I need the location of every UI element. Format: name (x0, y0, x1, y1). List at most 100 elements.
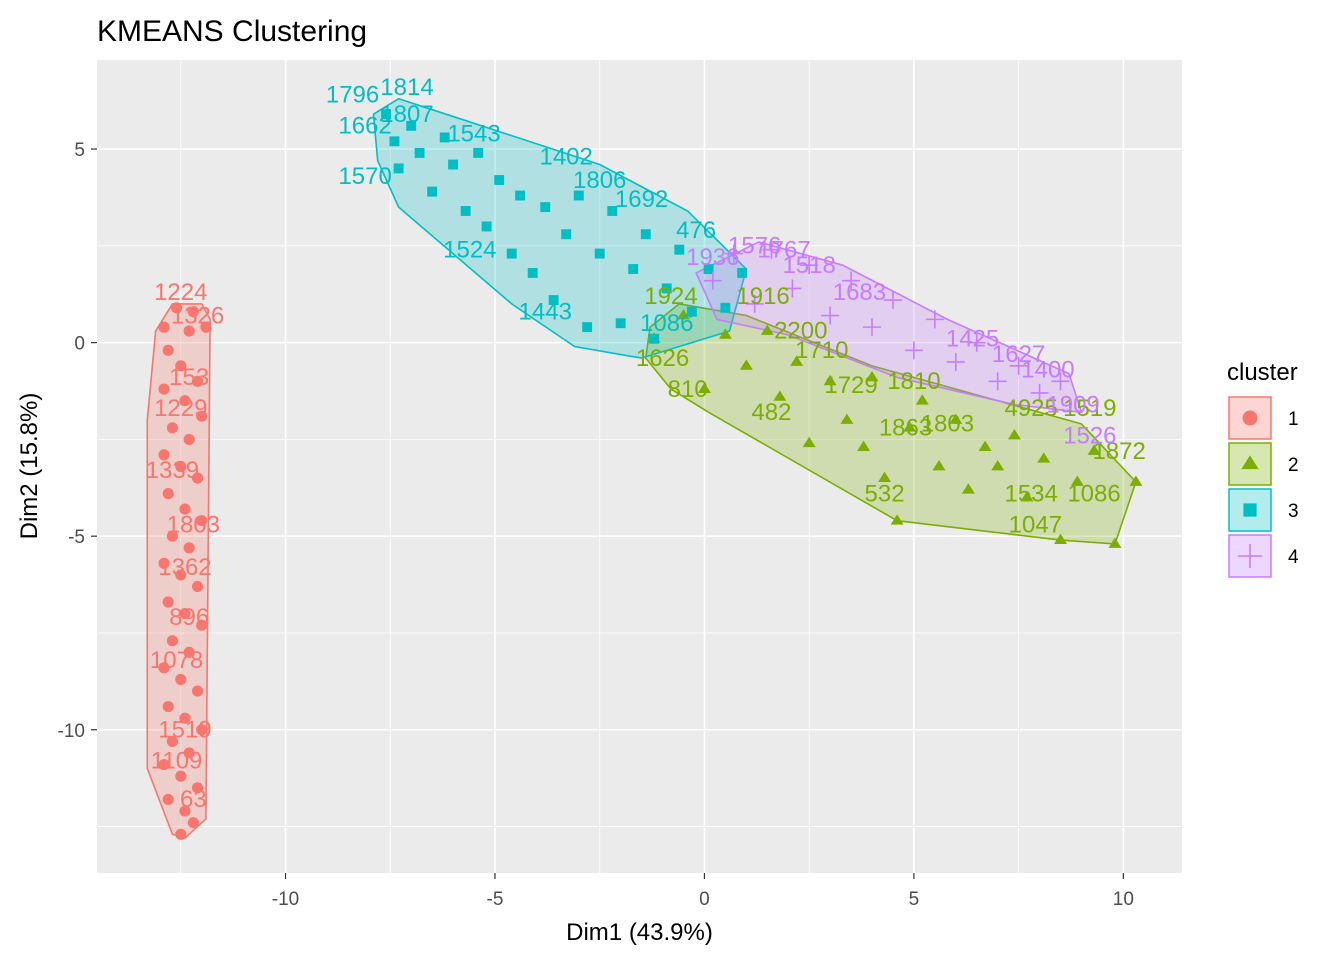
cluster-2-point-label: 1916 (736, 283, 789, 310)
cluster-3-point (582, 322, 593, 333)
cluster-1-point-label: 1109 (151, 747, 203, 774)
cluster-4-point-label: 1627 (992, 341, 1045, 368)
cluster-2-point (790, 355, 804, 366)
cluster-4-point (842, 271, 861, 290)
cluster-points (158, 109, 1143, 840)
cluster-4-point-label: 1576 (728, 233, 781, 260)
cluster-2-point (961, 483, 975, 494)
legend-title: cluster (1227, 359, 1298, 386)
cluster-1-point (158, 759, 170, 771)
cluster-1-point (196, 724, 208, 736)
cluster-1-point (191, 472, 204, 484)
cluster-4-point (1009, 356, 1028, 375)
x-tick-label: 10 (1113, 889, 1134, 910)
legend-label-2: 2 (1288, 455, 1299, 476)
cluster-3-point (737, 267, 748, 278)
cluster-4-point (800, 256, 819, 275)
y-tick-label: 0 (74, 334, 85, 355)
cluster-1-point (183, 646, 195, 658)
cluster-1-point-label: 1339 (146, 457, 199, 484)
cluster-1-point (183, 325, 195, 337)
cluster-3-point-label: 1662 (338, 113, 391, 140)
cluster-3-point-label: 1524 (443, 236, 496, 263)
cluster-3-point (393, 163, 404, 174)
cluster-1-point (158, 557, 170, 569)
cluster-3-point-label: 1570 (338, 163, 391, 190)
cluster-4-point-label: 1518 (782, 252, 835, 279)
cluster-1-point (162, 488, 174, 500)
cluster-3-point-label: 1807 (380, 101, 433, 128)
cluster-3-point (515, 190, 526, 201)
cluster-3-point (481, 221, 492, 232)
cluster-2-point-label: 1710 (795, 337, 848, 364)
cluster-1-point (179, 608, 191, 620)
cluster-4-point-label: 1767 (757, 236, 810, 263)
cluster-3-point (448, 159, 459, 170)
cluster-1-point (158, 449, 170, 461)
cluster-4-point (821, 306, 840, 325)
y-axis-title: Dim2 (15.8%) (16, 393, 43, 540)
cluster-2-point-label: 532 (865, 480, 905, 507)
cluster-1-point (175, 673, 187, 686)
cluster-2-point-label: 1872 (1092, 438, 1145, 465)
cluster-3-point (720, 302, 731, 313)
cluster-1-point (191, 580, 204, 593)
cluster-1-point (196, 515, 208, 527)
cluster-1-point (158, 383, 170, 395)
grid-major (97, 60, 1182, 873)
cluster-2-point (915, 394, 929, 405)
cluster-3-point (460, 206, 471, 216)
cluster-3-point-label: 1402 (539, 144, 592, 171)
cluster-2-point (991, 460, 1005, 471)
cluster-2-point-label: 1086 (1067, 480, 1120, 507)
cluster-1-point (162, 793, 174, 806)
cluster-3-hull (372, 97, 748, 359)
cluster-1-point (179, 712, 191, 724)
cluster-2-point-label: 1519 (1063, 395, 1116, 422)
cluster-2-point-label: 1534 (1004, 480, 1057, 507)
cluster-3-point (494, 175, 505, 185)
cluster-2-point-label: 2200 (774, 318, 827, 345)
cluster-2-point-label: 1803 (921, 411, 974, 438)
cluster-1-point-label: 63 (180, 786, 207, 813)
cluster-1-point (196, 410, 208, 422)
cluster-2-point-label: 482 (751, 399, 791, 426)
cluster-3-point (439, 132, 450, 143)
cluster-1-point (162, 700, 174, 713)
cluster-3-point (389, 136, 400, 147)
cluster-3-point (381, 109, 392, 120)
cluster-3-point (640, 229, 651, 240)
cluster-1-point (175, 770, 187, 782)
cluster-4-point (904, 341, 923, 360)
cluster-3-point (427, 186, 438, 197)
cluster-2-point (739, 359, 753, 370)
cluster-1-point (196, 619, 208, 631)
cluster-1-point (179, 503, 191, 515)
grid-minor (97, 60, 1182, 873)
x-axis-ticks: -10 -5 0 5 10 (272, 873, 1134, 910)
cluster-1-point (187, 817, 199, 829)
cluster-1-point-label: 1803 (167, 511, 220, 538)
cluster-4-point (745, 294, 764, 313)
cluster-3-point (414, 147, 425, 158)
cluster-3-point (473, 147, 484, 158)
cluster-3-point (527, 267, 538, 278)
cluster-2-point-label: 1924 (644, 283, 697, 310)
cluster-1-point (191, 375, 204, 387)
legend-marker-3 (1243, 503, 1257, 517)
chart-title: KMEANS Clustering (97, 15, 367, 48)
cluster-1-point (191, 782, 204, 794)
x-tick-label: -5 (487, 889, 504, 910)
legend-label-1: 1 (1288, 409, 1299, 430)
cluster-4-point (863, 318, 881, 337)
cluster-1-point (175, 569, 187, 581)
cluster-1-point (183, 433, 195, 445)
cluster-3-point-label: 1796 (326, 82, 379, 109)
cluster-4-point-label: 1936 (686, 244, 739, 271)
cluster-4-point (762, 240, 781, 259)
cluster-3-point-label: 1806 (573, 167, 626, 194)
cluster-2-point (978, 440, 992, 452)
cluster-1-point-label: 1224 (154, 279, 207, 306)
